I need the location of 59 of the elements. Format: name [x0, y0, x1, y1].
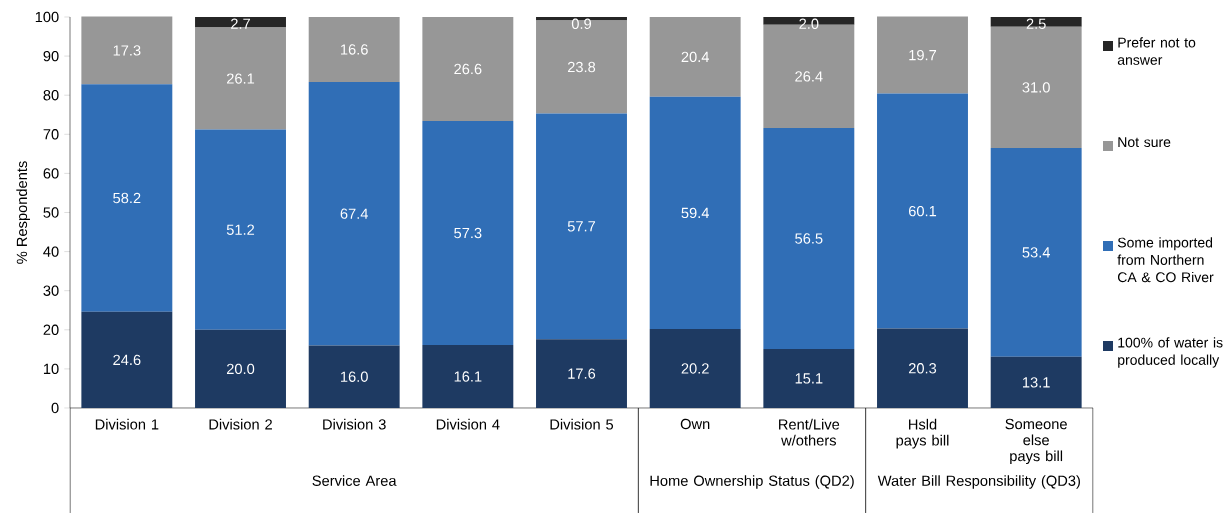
data-label: 31.0: [1022, 82, 1050, 93]
legend-label: Not sure: [1118, 137, 1171, 148]
data-label: 57.7: [567, 221, 596, 232]
x-tick-label: Division 3: [323, 418, 386, 430]
y-tick-label: 0: [51, 402, 59, 414]
data-label: 2.5: [1026, 18, 1046, 29]
x-tick-label: Division 4: [436, 418, 500, 430]
data-label: 15.1: [795, 373, 823, 384]
legend-label: 100% of water is produced locally: [1118, 337, 1223, 368]
text: Service Area: [312, 475, 397, 486]
data-label: 16.6: [341, 44, 368, 55]
data-label: 51.2: [226, 224, 255, 235]
data-label: 20.2: [681, 363, 709, 374]
data-label: 23.8: [567, 61, 596, 73]
data-label: 0.9: [571, 18, 592, 29]
data-label: 24.6: [113, 354, 141, 366]
x-tick-label: Rent/Live w/others: [779, 418, 840, 446]
data-label: 2.7: [231, 18, 250, 29]
y-tick-label: 20: [43, 324, 59, 335]
data-label: 58.2: [113, 192, 141, 204]
legend-label: Some imported from Northern CA & CO River: [1117, 237, 1214, 283]
data-label: 67.4: [340, 208, 369, 219]
y-tick-label: 60: [43, 168, 59, 179]
y-tick-label: 90: [43, 50, 59, 62]
data-label: 26.4: [795, 71, 823, 82]
data-label: 17.6: [568, 368, 596, 379]
data-label: 60.1: [908, 205, 937, 217]
data-label: 26.1: [226, 73, 255, 84]
x-tick-label: Hsld pays bill: [896, 418, 949, 449]
x-tick-label: Someone else pays bill: [1005, 418, 1067, 465]
data-label: 16.1: [454, 371, 482, 382]
text: Water Bill Responsibility (QD3): [877, 475, 1080, 489]
data-label: 20.4: [681, 51, 709, 63]
data-label: 20.0: [226, 363, 255, 375]
data-label: 20.3: [908, 363, 937, 374]
legend-label: Prefer not to answer: [1117, 37, 1196, 65]
y-tick-label: 40: [43, 246, 59, 257]
data-label: 19.7: [909, 49, 937, 61]
x-tick-label: Division 5: [550, 418, 614, 430]
data-label: 17.3: [113, 45, 141, 56]
data-label: 56.5: [795, 233, 823, 244]
y-tick-label: 10: [43, 363, 59, 375]
data-label: 57.3: [454, 227, 482, 239]
x-tick-label: Division 1: [95, 418, 159, 430]
y-tick-label: 30: [43, 285, 59, 296]
data-label: 16.0: [341, 371, 368, 382]
text: Home Ownership Status (QD2): [650, 475, 854, 489]
y-tick-label: 70: [43, 129, 59, 140]
data-label: 53.4: [1022, 247, 1050, 258]
y-axis-title: % Respondents: [16, 161, 30, 264]
y-tick-label: 50: [43, 207, 59, 218]
data-label: 26.6: [454, 63, 482, 75]
y-tick-label: 80: [43, 90, 59, 101]
data-label: 13.1: [1023, 377, 1050, 388]
y-tick-label: 100: [35, 11, 59, 23]
x-tick-label: Own: [680, 418, 710, 430]
data-label: 2.0: [799, 18, 819, 29]
data-label: 59.4: [681, 207, 709, 219]
x-tick-label: Division 2: [209, 418, 272, 430]
